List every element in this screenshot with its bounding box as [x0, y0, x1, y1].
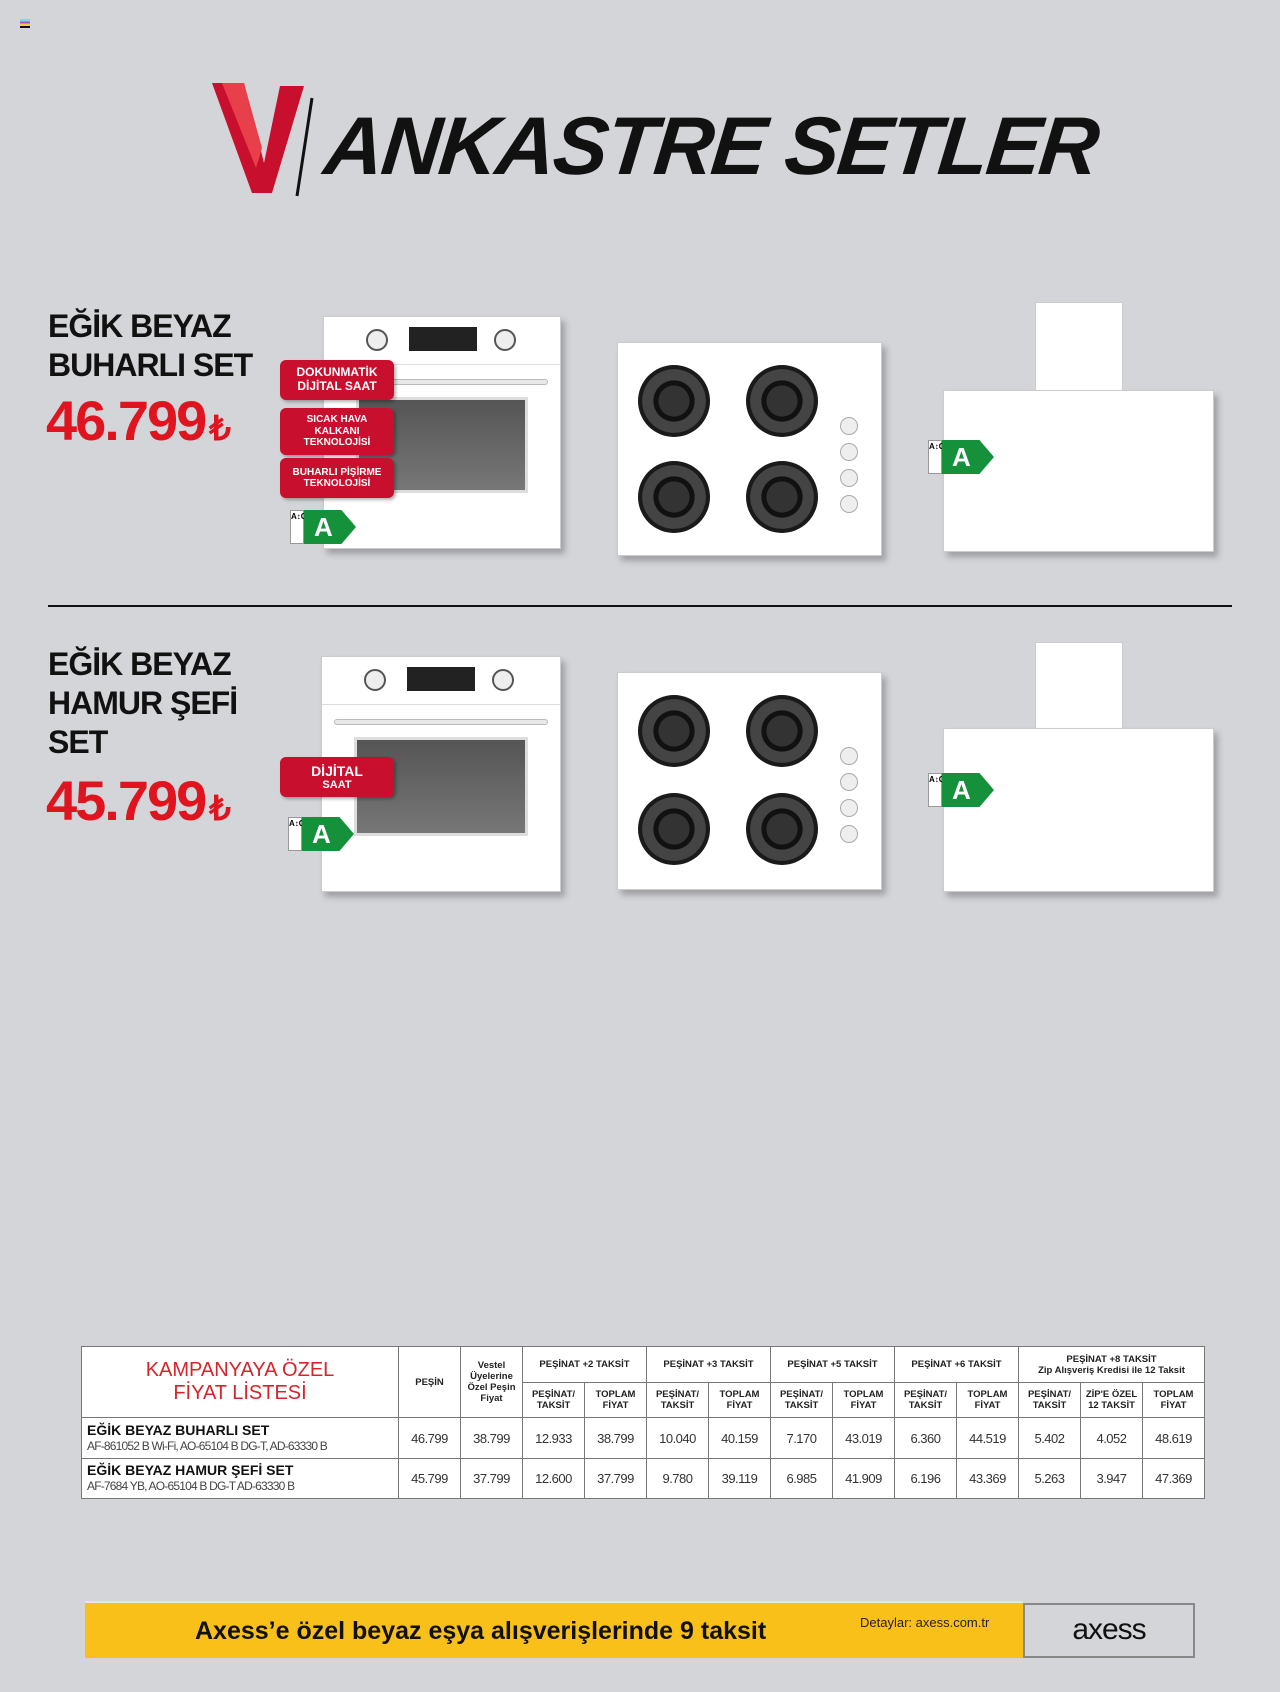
cell: 38.799 [460, 1417, 523, 1459]
energy-label: A↕G A [290, 510, 356, 544]
feature-badge: BUHARLI PİŞİRME TEKNOLOJİSİ [280, 458, 394, 498]
title-line: EĞİK BEYAZ [48, 646, 232, 682]
hood-chimney [1035, 302, 1123, 392]
group-header: PEŞİNAT +3 TAKSİT [646, 1346, 771, 1383]
cell: 38.799 [584, 1417, 647, 1459]
table-row: EĞİK BEYAZ HAMUR ŞEFİ SET AF-7684 YB, AO-… [81, 1458, 1205, 1499]
cell: 41.909 [832, 1458, 895, 1499]
cooker-hood-image [943, 728, 1214, 892]
feature-badge: SICAK HAVA KALKANI TEKNOLOJİSİ [280, 408, 394, 455]
cell: 12.600 [522, 1458, 585, 1499]
product-cell: EĞİK BEYAZ HAMUR ŞEFİ SET AF-7684 YB, AO-… [81, 1458, 399, 1499]
feature-badge: DİJİTAL SAAT [280, 757, 394, 797]
axess-logo: axess [1023, 1603, 1195, 1658]
hood-chimney [1035, 642, 1123, 730]
cell: 3.947 [1080, 1458, 1143, 1499]
title-line: HAMUR ŞEFİ [48, 685, 238, 721]
banner-message: Axess’e özel beyaz eşya alışverişlerinde… [195, 1617, 767, 1645]
cell: 12.933 [522, 1417, 585, 1459]
cell: 44.519 [956, 1417, 1019, 1459]
cell: 47.369 [1142, 1458, 1205, 1499]
set-2-price: 45.799 ₺ [46, 768, 231, 833]
cooker-hood-image [943, 390, 1214, 552]
table-row: EĞİK BEYAZ BUHARLI SET AF-861052 B Wi-Fi,… [81, 1417, 1205, 1459]
price-value: 45.799 [46, 769, 207, 832]
energy-label: A↕G A [288, 817, 354, 851]
cell: 6.360 [894, 1417, 957, 1459]
currency: ₺ [209, 790, 231, 828]
cell: 43.019 [832, 1417, 895, 1459]
section-divider [48, 605, 1232, 607]
cell: 45.799 [398, 1458, 461, 1499]
print-registration-mark [20, 19, 30, 28]
sub-header: TOPLAM FİYAT [1142, 1382, 1205, 1418]
sub-header: ZİP'E ÖZEL 12 TAKSİT [1080, 1382, 1143, 1418]
page-title: ANKASTRE SETLER [320, 101, 1102, 192]
product-cell: EĞİK BEYAZ BUHARLI SET AF-861052 B Wi-Fi,… [81, 1417, 399, 1459]
price-value: 46.799 [46, 389, 207, 452]
cell: 43.369 [956, 1458, 1019, 1499]
set-2-title: EĞİK BEYAZ HAMUR ŞEFİ SET [48, 645, 238, 762]
cell: 5.402 [1018, 1417, 1081, 1459]
banner-details-link: Detaylar: axess.com.tr [860, 1615, 990, 1630]
cell: 6.985 [770, 1458, 833, 1499]
cell: 48.619 [1142, 1417, 1205, 1459]
gas-hob-image [617, 342, 882, 556]
cell: 5.263 [1018, 1458, 1081, 1499]
cell: 10.040 [646, 1417, 709, 1459]
set-1-title: EĞİK BEYAZ BUHARLI SET [48, 307, 253, 385]
title-line: BUHARLI SET [48, 347, 253, 383]
cell: 40.159 [708, 1417, 771, 1459]
knob-icon [366, 329, 388, 351]
set-1-price: 46.799 ₺ [46, 388, 231, 453]
sub-header: PEŞİNAT/ TAKSİT [646, 1382, 709, 1418]
cell: 6.196 [894, 1458, 957, 1499]
title-line: EĞİK BEYAZ [48, 308, 232, 344]
knob-icon [494, 329, 516, 351]
group-header: PEŞİNAT +2 TAKSİT [522, 1346, 647, 1383]
sub-header: TOPLAM FİYAT [584, 1382, 647, 1418]
gas-hob-image [617, 672, 882, 890]
cell: 4.052 [1080, 1417, 1143, 1459]
group-header: PEŞİNAT +8 TAKSİT Zip Alışveriş Kredisi i… [1018, 1346, 1205, 1383]
knob-icon [364, 669, 386, 691]
knob-icon [492, 669, 514, 691]
group-header: PEŞİNAT +5 TAKSİT [770, 1346, 895, 1383]
energy-label: A↕G A [928, 773, 994, 807]
group-header: PEŞİNAT +6 TAKSİT [894, 1346, 1019, 1383]
axess-banner: Axess’e özel beyaz eşya alışverişlerinde… [85, 1601, 1023, 1658]
cell: 7.170 [770, 1417, 833, 1459]
vestel-v-logo [212, 83, 314, 197]
col-vestel-price: Vestel Üyelerine Özel Peşin Fiyat [460, 1346, 523, 1418]
feature-badge: DOKUNMATİK DİJİTAL SAAT [280, 360, 394, 400]
title-line: SET [48, 724, 108, 760]
cell: 37.799 [460, 1458, 523, 1499]
sub-header: TOPLAM FİYAT [832, 1382, 895, 1418]
sub-header: PEŞİNAT/ TAKSİT [522, 1382, 585, 1418]
sub-header: TOPLAM FİYAT [708, 1382, 771, 1418]
cell: 37.799 [584, 1458, 647, 1499]
col-pesin: PEŞİN [398, 1346, 461, 1418]
cell: 9.780 [646, 1458, 709, 1499]
cell: 46.799 [398, 1417, 461, 1459]
energy-label: A↕G A [928, 440, 994, 474]
cell: 39.119 [708, 1458, 771, 1499]
price-table: KAMPANYAYA ÖZEL FİYAT LİSTESİ PEŞİN Veste… [81, 1346, 1205, 1499]
sub-header: PEŞİNAT/ TAKSİT [894, 1382, 957, 1418]
sub-header: TOPLAM FİYAT [956, 1382, 1019, 1418]
sub-header: PEŞİNAT/ TAKSİT [770, 1382, 833, 1418]
table-title: KAMPANYAYA ÖZEL FİYAT LİSTESİ [81, 1346, 399, 1418]
sub-header: PEŞİNAT/ TAKSİT [1018, 1382, 1081, 1418]
currency: ₺ [209, 410, 231, 448]
